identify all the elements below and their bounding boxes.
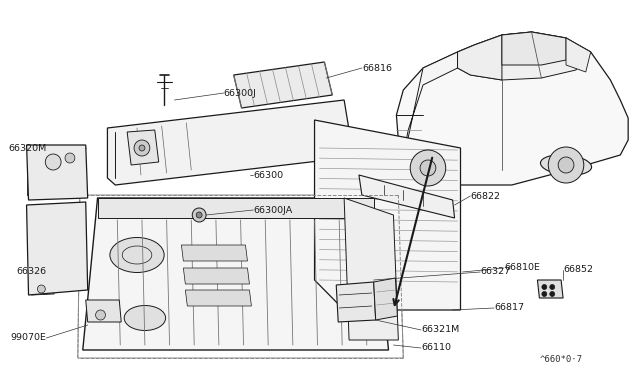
Text: 66110: 66110: [421, 343, 451, 353]
Polygon shape: [31, 284, 54, 295]
Ellipse shape: [330, 198, 359, 212]
Circle shape: [548, 147, 584, 183]
Text: 66300: 66300: [253, 170, 284, 180]
Circle shape: [37, 285, 45, 293]
Polygon shape: [181, 245, 248, 261]
Polygon shape: [108, 100, 352, 185]
Circle shape: [410, 150, 445, 186]
Text: 66816: 66816: [362, 64, 392, 73]
Polygon shape: [502, 32, 566, 65]
Ellipse shape: [540, 155, 591, 175]
Polygon shape: [396, 32, 628, 185]
Polygon shape: [26, 145, 88, 200]
Polygon shape: [336, 282, 376, 322]
Polygon shape: [184, 268, 250, 284]
Ellipse shape: [110, 237, 164, 273]
Polygon shape: [314, 120, 461, 310]
Text: 66822: 66822: [470, 192, 500, 201]
Polygon shape: [86, 300, 121, 322]
Polygon shape: [401, 52, 458, 170]
Text: ^660*0·7: ^660*0·7: [540, 356, 582, 365]
Polygon shape: [359, 175, 454, 218]
Polygon shape: [44, 178, 60, 194]
Text: 66810E: 66810E: [504, 263, 540, 273]
Polygon shape: [97, 198, 374, 218]
Ellipse shape: [403, 158, 454, 178]
Ellipse shape: [236, 142, 255, 151]
Polygon shape: [127, 130, 159, 165]
Circle shape: [45, 154, 61, 170]
Circle shape: [65, 153, 75, 163]
Circle shape: [420, 160, 436, 176]
Circle shape: [550, 292, 555, 296]
Circle shape: [95, 310, 106, 320]
Polygon shape: [374, 278, 397, 320]
Circle shape: [192, 208, 206, 222]
Text: 66852: 66852: [563, 266, 593, 275]
Polygon shape: [186, 290, 252, 306]
Circle shape: [542, 292, 547, 296]
Polygon shape: [83, 198, 388, 350]
Text: 66320M: 66320M: [8, 144, 46, 153]
Polygon shape: [458, 35, 502, 80]
Circle shape: [542, 285, 547, 289]
Circle shape: [558, 157, 574, 173]
Ellipse shape: [124, 305, 166, 330]
Circle shape: [139, 145, 145, 151]
Circle shape: [196, 212, 202, 218]
Polygon shape: [234, 62, 332, 108]
Text: 66300JA: 66300JA: [253, 205, 292, 215]
Text: 66817: 66817: [494, 304, 524, 312]
Polygon shape: [458, 32, 591, 80]
Text: 66327: 66327: [480, 267, 510, 276]
Polygon shape: [26, 175, 44, 195]
Text: 66300J: 66300J: [224, 89, 257, 97]
Polygon shape: [566, 38, 591, 72]
Circle shape: [550, 285, 555, 289]
Ellipse shape: [194, 145, 218, 155]
Circle shape: [134, 140, 150, 156]
Polygon shape: [538, 280, 563, 298]
Polygon shape: [344, 198, 398, 340]
Ellipse shape: [337, 254, 362, 266]
Text: 99070E: 99070E: [10, 334, 46, 343]
Text: 66326: 66326: [16, 267, 46, 276]
Text: 66321M: 66321M: [421, 326, 460, 334]
Polygon shape: [26, 202, 88, 295]
